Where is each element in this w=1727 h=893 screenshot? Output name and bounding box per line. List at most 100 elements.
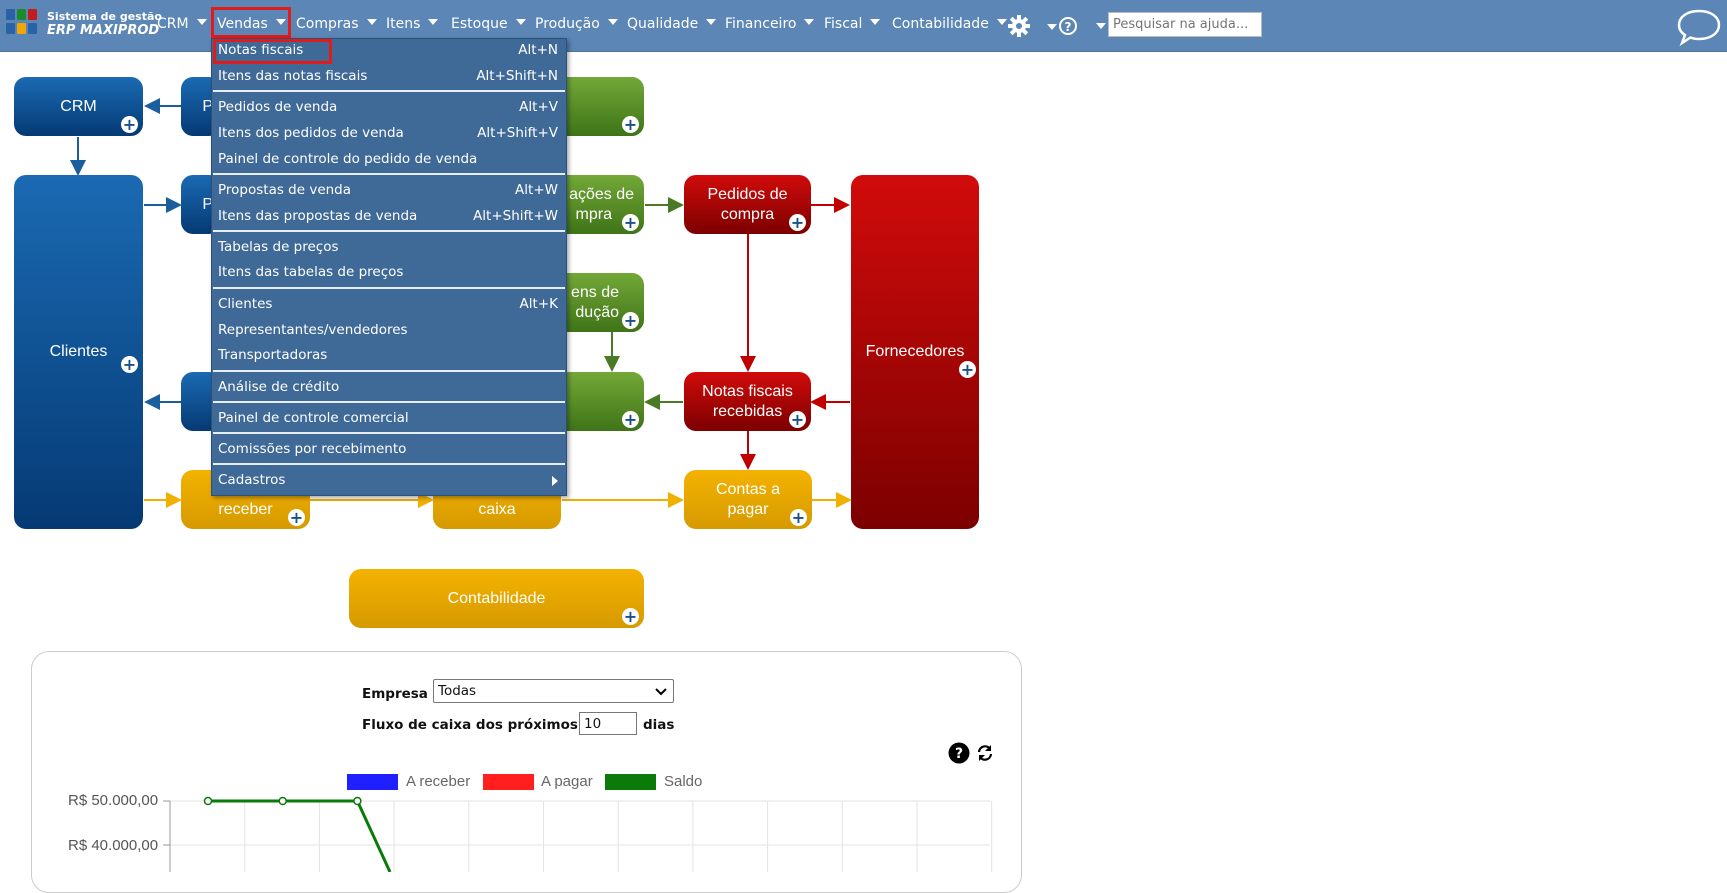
- menu-item-analise-credito[interactable]: Análise de crédito: [218, 379, 558, 395]
- menu-separator: [213, 173, 565, 175]
- menu-item-label: Painel de controle do pedido de venda: [218, 151, 478, 167]
- active-nav-highlight: [211, 7, 291, 38]
- question-circle-icon: ?: [948, 742, 970, 764]
- nav-contabilidade[interactable]: Contabilidade: [892, 16, 1007, 32]
- add-icon[interactable]: +: [789, 410, 806, 429]
- dias-label: dias: [643, 717, 675, 733]
- nav-label: Vendas: [217, 16, 268, 32]
- menu-item-label: Propostas de venda: [218, 182, 352, 198]
- menu-item-label: Transportadoras: [218, 347, 328, 363]
- menu-item-shortcut: Alt+W: [515, 182, 558, 198]
- nav-label: CRM: [157, 16, 189, 32]
- diagram-box-fornecedores[interactable]: Fornecedores +: [851, 175, 979, 529]
- add-icon[interactable]: +: [789, 213, 806, 232]
- menu-item-shortcut: Alt+N: [518, 42, 558, 58]
- nav-estoque[interactable]: Estoque: [451, 16, 526, 32]
- nav-vendas[interactable]: Vendas: [217, 16, 286, 32]
- diagram-box-crm[interactable]: CRM +: [14, 77, 143, 136]
- caret-down-icon: [275, 19, 286, 25]
- menu-item-label: Clientes: [218, 296, 273, 312]
- empresa-label: Empresa: [362, 686, 428, 702]
- menu-item-itens-tabelas-precos[interactable]: Itens das tabelas de preços: [218, 264, 558, 280]
- diagram-box-contas-pagar[interactable]: Contas a pagar +: [684, 470, 812, 529]
- add-icon[interactable]: +: [622, 311, 639, 330]
- nav-qualidade[interactable]: Qualidade: [627, 16, 717, 32]
- add-icon[interactable]: +: [622, 410, 639, 429]
- empresa-selected-value: Todas: [438, 683, 477, 699]
- add-icon[interactable]: +: [121, 355, 138, 374]
- help-button[interactable]: ?: [948, 742, 970, 768]
- nav-crm[interactable]: CRM: [157, 16, 207, 32]
- menu-item-tabelas-precos[interactable]: Tabelas de preços: [218, 239, 558, 255]
- y-tick-label: R$ 50.000,00: [68, 792, 159, 809]
- nav-label: Estoque: [451, 16, 508, 32]
- box-label: Pedidos de: [707, 185, 788, 203]
- menu-item-comissoes[interactable]: Comissões por recebimento: [218, 441, 558, 457]
- add-icon[interactable]: +: [790, 508, 807, 527]
- empresa-select[interactable]: Todas: [433, 679, 674, 703]
- menu-item-label: Cadastros: [218, 472, 286, 488]
- chevron-right-icon: [552, 476, 558, 486]
- add-icon[interactable]: +: [121, 115, 138, 134]
- nav-label: Produção: [535, 16, 600, 32]
- menu-item-itens-pedidos-venda[interactable]: Itens dos pedidos de venda Alt+Shift+V: [218, 125, 558, 141]
- days-input[interactable]: [579, 712, 637, 735]
- settings-menu[interactable]: [1007, 14, 1057, 42]
- menu-item-label: Painel de controle comercial: [218, 410, 409, 426]
- menu-item-label: Representantes/vendedores: [218, 322, 408, 338]
- legend-swatch-a-pagar: [483, 774, 534, 790]
- nav-fiscal[interactable]: Fiscal: [824, 16, 881, 32]
- menu-separator: [213, 401, 565, 403]
- nav-itens[interactable]: Itens: [386, 16, 439, 32]
- menu-separator: [213, 370, 565, 372]
- add-icon[interactable]: +: [622, 213, 639, 232]
- nav-producao[interactable]: Produção: [535, 16, 618, 32]
- diagram-box-nf-recebidas[interactable]: Notas fiscais recebidas +: [684, 372, 811, 431]
- menu-item-painel-pedido-venda[interactable]: Painel de controle do pedido de venda: [218, 151, 558, 167]
- logo-title: ERP MAXIPROD: [47, 23, 160, 38]
- box-label: compra: [720, 205, 775, 223]
- help-search-input[interactable]: [1108, 12, 1262, 37]
- menu-item-representantes[interactable]: Representantes/vendedores: [218, 322, 558, 338]
- help-menu[interactable]: ?: [1058, 16, 1106, 40]
- logo-mark-piece: [17, 23, 26, 34]
- menu-item-label: Itens dos pedidos de venda: [218, 125, 404, 141]
- nav-compras[interactable]: Compras: [296, 16, 377, 32]
- chat-button[interactable]: [1676, 8, 1722, 50]
- menu-item-cadastros[interactable]: Cadastros: [218, 472, 558, 488]
- menu-separator: [213, 463, 565, 465]
- box-label: P: [202, 195, 213, 213]
- chat-bubble-icon: [1677, 9, 1721, 47]
- caret-down-icon: [1047, 24, 1057, 30]
- nav-financeiro[interactable]: Financeiro: [725, 16, 815, 32]
- box-label: Fornecedores: [865, 343, 965, 360]
- add-icon[interactable]: +: [288, 508, 305, 527]
- menu-item-propostas-venda[interactable]: Propostas de venda Alt+W: [218, 182, 558, 198]
- caret-down-icon: [607, 19, 618, 25]
- menu-item-clientes[interactable]: Clientes Alt+K: [218, 296, 558, 312]
- caret-down-icon: [804, 19, 815, 25]
- menu-item-transportadoras[interactable]: Transportadoras: [218, 347, 558, 363]
- refresh-button[interactable]: [975, 743, 995, 767]
- menu-item-shortcut: Alt+Shift+V: [477, 125, 558, 141]
- chevron-down-icon: [655, 688, 667, 696]
- diagram-box-pedidos-compra[interactable]: Pedidos de compra +: [684, 175, 811, 234]
- menu-item-label: Itens das notas fiscais: [218, 68, 368, 84]
- menu-item-pedidos-venda[interactable]: Pedidos de venda Alt+V: [218, 99, 558, 115]
- gear-icon: [1008, 15, 1030, 37]
- add-icon[interactable]: +: [622, 607, 639, 626]
- menu-item-painel-comercial[interactable]: Painel de controle comercial: [218, 410, 558, 426]
- diagram-box-clientes[interactable]: Clientes +: [14, 175, 143, 529]
- menu-item-itens-propostas-venda[interactable]: Itens das propostas de venda Alt+Shift+W: [218, 208, 558, 224]
- menu-item-itens-notas-fiscais[interactable]: Itens das notas fiscais Alt+Shift+N: [218, 68, 558, 84]
- menu-item-notas-fiscais[interactable]: Notas fiscais Alt+N: [218, 42, 558, 58]
- menu-item-label: Comissões por recebimento: [218, 441, 407, 457]
- svg-text:?: ?: [1065, 20, 1072, 34]
- menu-separator: [213, 432, 565, 434]
- diagram-box-contabilidade[interactable]: Contabilidade +: [349, 569, 644, 628]
- add-icon[interactable]: +: [622, 115, 639, 134]
- caret-down-icon: [515, 19, 526, 25]
- box-label: recebidas: [712, 402, 783, 420]
- logo-subtitle: Sistema de gestão: [47, 10, 162, 23]
- add-icon[interactable]: +: [959, 360, 976, 379]
